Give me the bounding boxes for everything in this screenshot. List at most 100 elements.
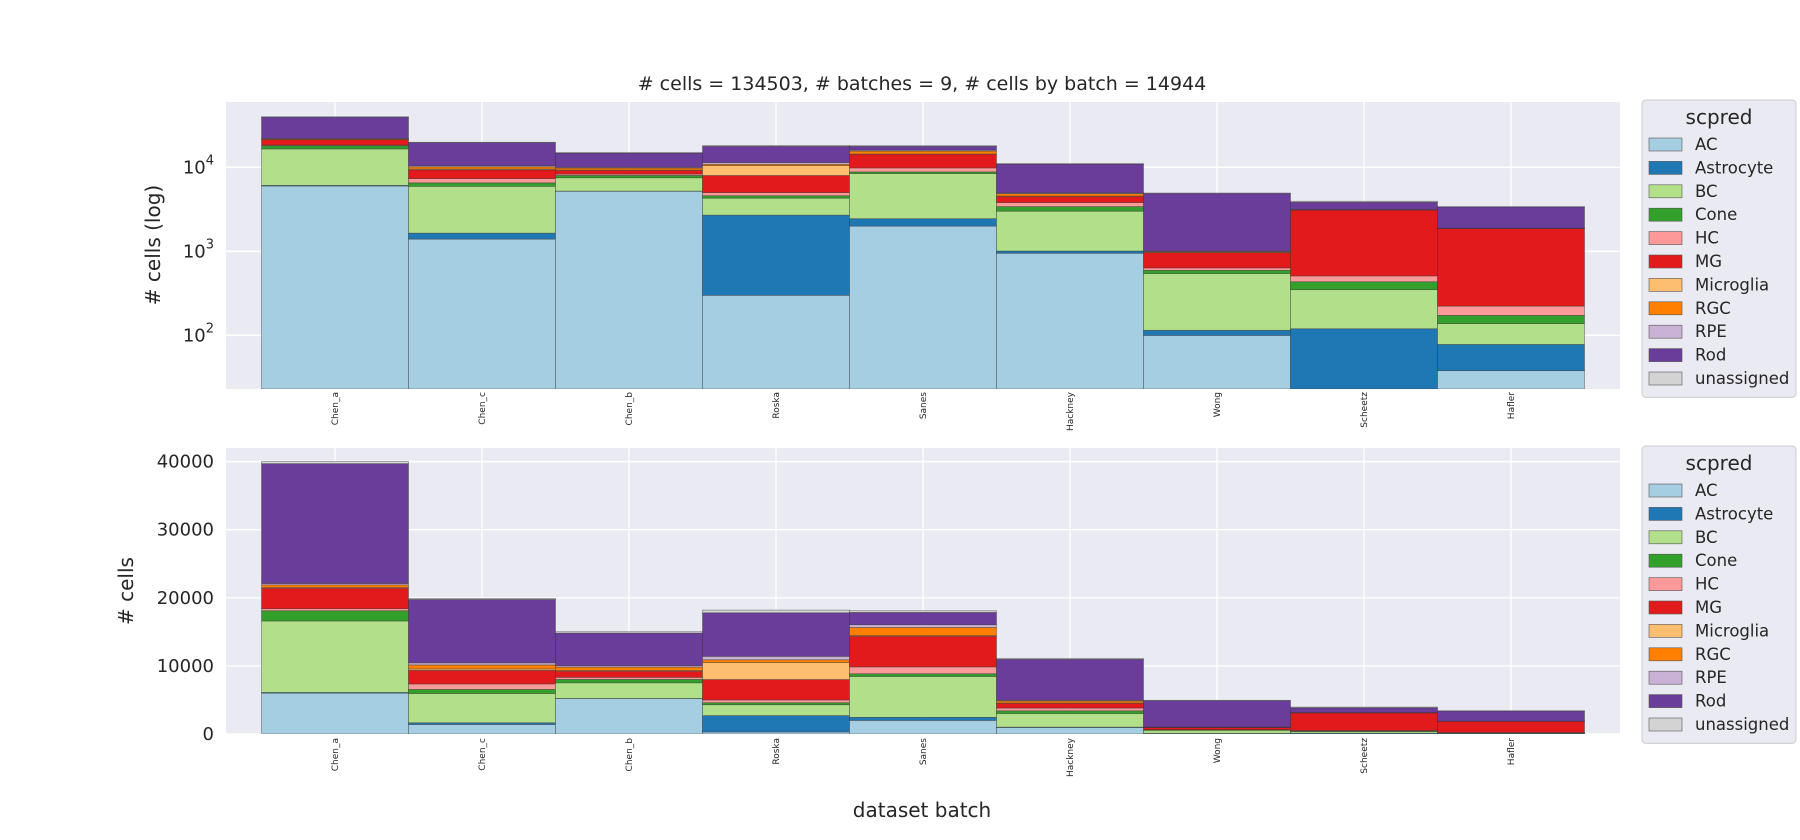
x-tick-label: Roska — [772, 392, 782, 419]
bar-segment — [1290, 275, 1438, 283]
bar-segment — [996, 252, 1144, 389]
bar-segment — [1143, 729, 1291, 734]
bar-segment — [1143, 267, 1291, 271]
bar-segment — [849, 676, 997, 718]
bar-segment — [555, 190, 703, 389]
legend-swatch — [1648, 137, 1683, 152]
chart-title: # cells = 134503, # batches = 9, # cells… — [638, 73, 1207, 95]
bar-segment — [849, 666, 997, 675]
bar-segment — [408, 669, 556, 685]
legend-swatch — [1648, 184, 1683, 199]
bar-segment — [555, 631, 703, 634]
bar-segment — [849, 610, 997, 613]
bar-segment — [849, 167, 997, 173]
bar-segment — [702, 659, 850, 663]
bar-segment — [1143, 329, 1291, 336]
bar-segment — [849, 635, 997, 668]
bar-segment — [996, 196, 1144, 203]
legend-swatch — [1648, 483, 1683, 498]
bar-segment — [1437, 305, 1585, 316]
bar-segment — [996, 659, 1144, 701]
legend-swatch — [1648, 694, 1683, 708]
bar-segment — [261, 148, 409, 186]
bar-segment — [408, 599, 556, 664]
legend-swatch — [1648, 577, 1683, 591]
bar-segment — [996, 658, 1144, 660]
bar-segment — [1290, 706, 1438, 709]
bar-segment — [261, 584, 409, 588]
bar-segment — [996, 206, 1144, 212]
bar-segment — [849, 150, 997, 155]
legend-label: Cone — [1695, 205, 1737, 224]
x-tick-label: Scheetz — [1360, 738, 1370, 774]
bar-segment — [408, 178, 556, 184]
bars-2 — [261, 461, 1585, 734]
bar-segment — [1437, 710, 1585, 722]
legend-label: Microglia — [1695, 275, 1769, 294]
x-tick-label: Chen_b — [625, 738, 635, 772]
legend-swatch — [1648, 301, 1683, 316]
x-tick-label: Chen_a — [331, 392, 341, 425]
legend-swatch — [1648, 348, 1683, 362]
bar-segment — [408, 724, 556, 734]
bar-segment — [1290, 281, 1438, 291]
bar-segment — [849, 145, 997, 147]
legend-title: scpred — [1686, 451, 1753, 475]
bar-segment — [849, 716, 997, 721]
bar-segment — [849, 627, 997, 636]
legend-label: BC — [1695, 528, 1718, 547]
bar-segment — [408, 185, 556, 234]
bar-segment — [996, 727, 1144, 734]
bar-segment — [1290, 209, 1438, 277]
legend-label: RPE — [1695, 322, 1727, 341]
y-tick-label: 103 — [183, 237, 214, 262]
bar-segment — [849, 145, 997, 151]
bar-segment — [702, 656, 850, 661]
x-tick-label: Wong — [1213, 738, 1223, 763]
bar-segment — [555, 666, 703, 671]
bar-segment — [1290, 200, 1438, 203]
bar-segment — [1437, 344, 1585, 372]
bar-segment — [849, 624, 997, 628]
legend-swatch — [1648, 647, 1683, 662]
bar-segment — [1437, 228, 1585, 307]
bar-segment — [1143, 273, 1291, 331]
legend-label: BC — [1695, 182, 1718, 201]
x-tick-label: Hafler — [1507, 738, 1517, 765]
bar-segment — [702, 715, 850, 733]
bar-segment — [849, 218, 997, 227]
bar-segment — [702, 679, 850, 701]
bar-segment — [261, 463, 409, 584]
bar-segment — [996, 710, 1144, 714]
bar-segment — [1290, 707, 1438, 713]
bars-1 — [261, 116, 1585, 389]
bar-segment — [702, 175, 850, 194]
bar-segment — [261, 610, 409, 622]
y-tick-label: 30000 — [157, 520, 214, 541]
y-tick-label: 102 — [183, 321, 214, 346]
legend-swatch — [1648, 231, 1683, 245]
x-tick-label: Chen_a — [331, 738, 341, 771]
bar-segment — [555, 682, 703, 699]
legend-swatch — [1648, 207, 1683, 222]
bar-segment — [996, 702, 1144, 709]
legend: scpred AC Astrocyte BC Cone HC MG Microglia RGC R… — [1641, 445, 1797, 744]
x-tick-label: Scheetz — [1360, 392, 1370, 428]
bar-segment — [1143, 269, 1291, 274]
bar-segment — [408, 693, 556, 724]
legend-label: RGC — [1695, 645, 1731, 664]
bar-segment — [261, 692, 409, 734]
x-tick-label: Chen_c — [478, 738, 488, 771]
x-axis-label: dataset batch — [853, 798, 991, 822]
bar-segment — [555, 698, 703, 734]
bar-segment — [849, 153, 997, 169]
legend-swatch — [1648, 717, 1683, 732]
bar-segment — [996, 163, 1144, 194]
bar-segment — [702, 612, 850, 657]
x-tick-label: Hafler — [1507, 392, 1517, 419]
bar-segment — [261, 461, 409, 465]
bar-segment — [849, 612, 997, 626]
legend-swatch — [1648, 371, 1683, 386]
legend-swatch — [1648, 161, 1683, 175]
bar-segment — [555, 152, 703, 168]
